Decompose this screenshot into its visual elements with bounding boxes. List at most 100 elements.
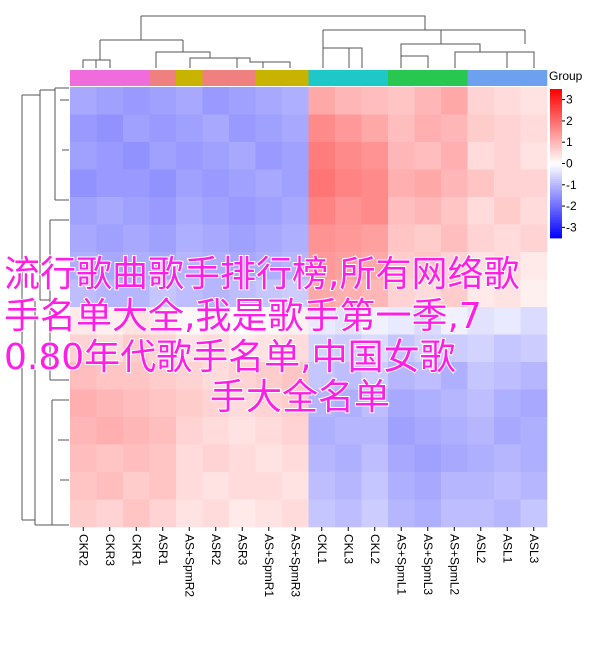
heatmap-cell xyxy=(149,252,177,280)
group-color xyxy=(282,70,309,86)
heatmap-cell xyxy=(123,307,150,335)
heatmap-cell xyxy=(70,279,97,308)
heatmap-cell xyxy=(388,197,415,225)
heatmap-cell xyxy=(520,87,548,115)
heatmap-cell xyxy=(202,307,230,335)
heatmap-cell xyxy=(282,87,309,115)
heatmap-cell xyxy=(361,252,389,280)
heatmap-cell xyxy=(467,389,495,418)
heatmap-cell xyxy=(520,169,548,198)
heatmap-cell xyxy=(176,142,203,170)
colorbar-step xyxy=(550,112,562,115)
heatmap-cell xyxy=(520,197,548,225)
heatmap-cell xyxy=(388,417,415,445)
heatmap-cell xyxy=(388,389,415,418)
heatmap-cell xyxy=(149,114,177,143)
heatmap-cell xyxy=(494,114,521,143)
heatmap-cell xyxy=(388,444,415,473)
colorbar-label: 2 xyxy=(566,114,573,128)
heatmap-cell xyxy=(361,499,389,528)
heatmap-cell xyxy=(361,417,389,445)
heatmap-cell xyxy=(388,362,415,390)
heatmap-cell xyxy=(96,252,124,280)
heatmap-cell xyxy=(361,224,389,253)
heatmap-cell xyxy=(494,389,521,418)
heatmap-cell xyxy=(467,87,495,115)
heatmap-cell xyxy=(202,87,230,115)
colorbar-step xyxy=(550,229,562,233)
heatmap-cell xyxy=(176,472,203,500)
group-color xyxy=(149,70,177,86)
heatmap-cell xyxy=(70,114,97,143)
heatmap-cell xyxy=(335,444,362,473)
heatmap-cell xyxy=(335,197,362,225)
heatmap-cell xyxy=(335,279,362,308)
heatmap-cell xyxy=(282,142,309,170)
heatmap-cell xyxy=(361,142,389,170)
heatmap-cell xyxy=(255,362,283,390)
column-label: AS+SpmL2 xyxy=(447,534,461,595)
heatmap-cell xyxy=(520,307,548,335)
heatmap-cell xyxy=(388,87,415,115)
colorbar-step xyxy=(550,225,562,228)
column-label: ASL2 xyxy=(474,534,488,564)
heatmap-cell xyxy=(520,142,548,170)
colorbar-step xyxy=(550,116,562,120)
heatmap-cell xyxy=(388,169,415,198)
heatmap-cell xyxy=(467,279,495,308)
heatmap-cell xyxy=(520,362,548,390)
colorbar-step xyxy=(550,140,562,143)
heatmap-cell xyxy=(520,389,548,418)
heatmap-cell xyxy=(202,472,230,500)
colorbar-step xyxy=(550,97,562,101)
heatmap-cell xyxy=(308,252,336,280)
colorbar-step xyxy=(550,210,562,213)
heatmap-cell xyxy=(308,389,336,418)
column-label: AS+SpmL3 xyxy=(421,534,435,595)
colorbar-step xyxy=(550,199,562,203)
colorbar-step xyxy=(550,161,562,164)
colorbar-step xyxy=(550,201,562,205)
colorbar-label: -2 xyxy=(566,199,577,213)
heatmap-cell xyxy=(149,444,177,473)
column-label: AS+SpmR3 xyxy=(288,534,302,597)
heatmap-cell xyxy=(202,142,230,170)
group-color xyxy=(441,70,468,86)
heatmap-cell xyxy=(414,114,442,143)
heatmap-cell xyxy=(149,224,177,253)
colorbar-step xyxy=(550,169,562,173)
heatmap-cell xyxy=(202,279,230,308)
colorbar-step xyxy=(550,191,562,194)
colorbar-step xyxy=(550,208,562,211)
heatmap-cell xyxy=(441,444,468,473)
colorbar-step xyxy=(550,118,562,122)
colorbar-step xyxy=(550,163,562,167)
colorbar-step xyxy=(550,176,562,179)
heatmap-cell xyxy=(202,362,230,390)
heatmap-cell xyxy=(414,499,442,528)
heatmap-cell xyxy=(494,87,521,115)
heatmap-cell xyxy=(229,499,256,528)
heatmap-cell xyxy=(255,279,283,308)
heatmap-cell xyxy=(176,389,203,418)
legend-title: Group xyxy=(549,69,583,83)
column-label: ASL1 xyxy=(500,534,514,564)
colorbar-step xyxy=(550,186,562,190)
heatmap-cell xyxy=(494,444,521,473)
heatmap-cell xyxy=(361,169,389,198)
heatmap-cell xyxy=(123,87,150,115)
colorbar-step xyxy=(550,180,562,184)
colorbar-step xyxy=(550,133,562,137)
heatmap-cell xyxy=(282,499,309,528)
heatmap-cell xyxy=(282,362,309,390)
heatmap-cell xyxy=(176,307,203,335)
heatmap-cell xyxy=(441,279,468,308)
overlay-line: 流行歌曲歌手排行榜,所有网络歌 xyxy=(4,254,519,295)
heatmap-cell xyxy=(494,499,521,528)
heatmap-cell xyxy=(202,197,230,225)
group-color xyxy=(414,70,442,86)
heatmap-cell xyxy=(414,389,442,418)
heatmap-cell xyxy=(96,142,124,170)
heatmap-cell xyxy=(494,224,521,253)
heatmap-cell xyxy=(388,142,415,170)
